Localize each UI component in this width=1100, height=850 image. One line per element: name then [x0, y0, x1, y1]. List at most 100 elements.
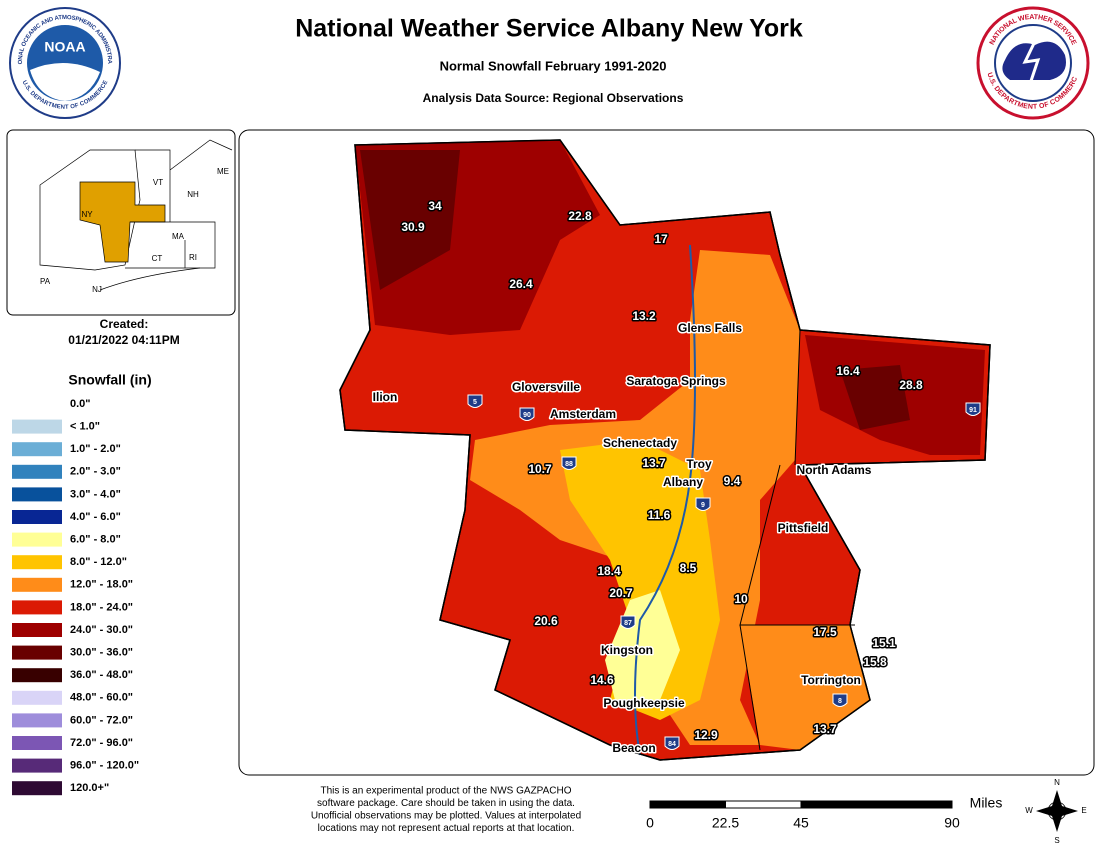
legend-swatch [12, 397, 62, 411]
snowfall-value: 20.7 [609, 586, 633, 600]
city-label: Torrington [801, 673, 861, 687]
scale-unit: Miles [970, 795, 1003, 811]
city-label: Troy [686, 457, 712, 471]
snowfall-value: 10.7 [528, 462, 552, 476]
snowfall-value: 34 [428, 199, 442, 213]
snowfall-value: 13.7 [642, 456, 666, 470]
inset-label: NJ [92, 285, 102, 294]
legend-label: < 1.0" [70, 421, 100, 433]
interstates: 5 90 88 9 87 84 8 91 [467, 394, 981, 750]
snowfall-value: 14.6 [590, 673, 614, 687]
inset-label: NY [81, 210, 93, 219]
scale-label: 0 [646, 815, 654, 831]
snowfall-value: 12.9 [694, 728, 718, 742]
snowfall-value: 17 [654, 232, 668, 246]
interstate-number: 8 [838, 698, 842, 705]
snowfall-value: 17.5 [813, 625, 837, 639]
legend-label: 8.0" - 12.0" [70, 556, 127, 568]
interstate-shield [695, 497, 711, 511]
inset-label: PA [40, 277, 51, 286]
cities: Glens Falls Saratoga Springs Gloversville I… [371, 320, 873, 757]
legend-swatch [12, 555, 62, 570]
interstate-number: 90 [523, 412, 531, 419]
legend-label: 72.0" - 96.0" [70, 737, 133, 749]
city-label: Glens Falls [678, 321, 742, 335]
disclaimer: This is an experimental product of the N… [311, 786, 581, 835]
logo-text: NOAA [44, 39, 85, 55]
city-label: Gloversville [512, 380, 580, 394]
legend-title: Snowfall (in) [68, 372, 151, 388]
interstate-number: 91 [969, 407, 977, 414]
legend-label: 2.0" - 3.0" [70, 466, 121, 478]
snowfall-value: 8.5 [680, 561, 697, 575]
legend-swatch [12, 532, 62, 547]
snowfall-value: 18.4 [597, 564, 621, 578]
interstate-number: 5 [473, 399, 477, 406]
inset-label: RI [189, 253, 197, 262]
legend-swatch [12, 758, 62, 773]
snowfall-value: 13.7 [813, 722, 837, 736]
snowfall-value: 11.6 [648, 508, 671, 522]
legend-label: 12.0" - 18.0" [70, 579, 133, 591]
city-label: North Adams [797, 463, 872, 477]
city-label: Pittsfield [778, 521, 829, 535]
city-label: Amsterdam [550, 407, 616, 421]
interstate-shield [965, 402, 981, 416]
compass-label: N [1054, 778, 1060, 787]
legend-swatch [12, 713, 62, 728]
scale-segment [725, 800, 802, 809]
disclaimer-line: Unofficial observations may be plotted. … [311, 811, 581, 822]
snowfall-value: 16.4 [836, 364, 860, 378]
snowfall-field [339, 139, 991, 761]
legend-label: 120.0+" [70, 782, 109, 794]
scale-label: 22.5 [712, 815, 739, 831]
snowfall-value: 10 [734, 592, 748, 606]
legend-swatch [12, 600, 62, 615]
snowfall-value: 28.8 [899, 378, 923, 392]
interstate-shield [620, 615, 636, 629]
snowfall-value: 15.8 [863, 655, 887, 669]
city-label: Beacon [612, 741, 655, 755]
compass-label: S [1054, 836, 1059, 845]
legend-label: 60.0" - 72.0" [70, 714, 133, 726]
legend-swatch [12, 690, 62, 705]
legend-swatch [12, 510, 62, 524]
interstate-shield [832, 693, 848, 707]
interstate-shield [664, 736, 680, 750]
legend: 0.0" < 1.0" 1.0" - 2.0" 2.0" - 3.0" 3.0" - 4… [12, 397, 139, 796]
title: National Weather Service Albany New York [295, 15, 803, 43]
scale-segment [800, 800, 953, 809]
legend-swatch [12, 668, 62, 683]
disclaimer-line: locations may not represent actual repor… [318, 823, 575, 834]
legend-label: 30.0" - 36.0" [70, 647, 133, 659]
inset-label: ME [217, 167, 229, 176]
legend-swatch [12, 645, 62, 660]
legend-swatch [12, 577, 62, 592]
legend-swatch [12, 781, 62, 796]
interstate-number: 87 [624, 620, 632, 627]
compass: N E S W [1025, 778, 1086, 845]
city-label: Albany [663, 475, 703, 489]
inset-label: MA [172, 232, 185, 241]
source: Analysis Data Source: Regional Observati… [423, 91, 684, 105]
legend-label: 3.0" - 4.0" [70, 488, 121, 500]
legend-label: 0.0" [70, 398, 91, 410]
created-label: Created: [100, 317, 149, 331]
city-label: Poughkeepsie [603, 696, 685, 710]
snowfall-value: 26.4 [509, 277, 533, 291]
snowfall-value: 20.6 [534, 614, 558, 628]
snowfall-value: 22.8 [568, 209, 592, 223]
created-timestamp: 01/21/2022 04:11PM [68, 333, 179, 347]
legend-label: 36.0" - 48.0" [70, 669, 133, 681]
inset-label: CT [152, 254, 163, 263]
legend-swatch [12, 442, 62, 457]
scale-bar: 0 22.5 45 90 [646, 800, 960, 831]
city-label: Ilion [373, 390, 398, 404]
interstate-number: 9 [701, 502, 705, 509]
legend-label: 6.0" - 8.0" [70, 534, 121, 546]
snowfall-value: 13.2 [632, 309, 656, 323]
city-label: Schenectady [603, 436, 677, 450]
